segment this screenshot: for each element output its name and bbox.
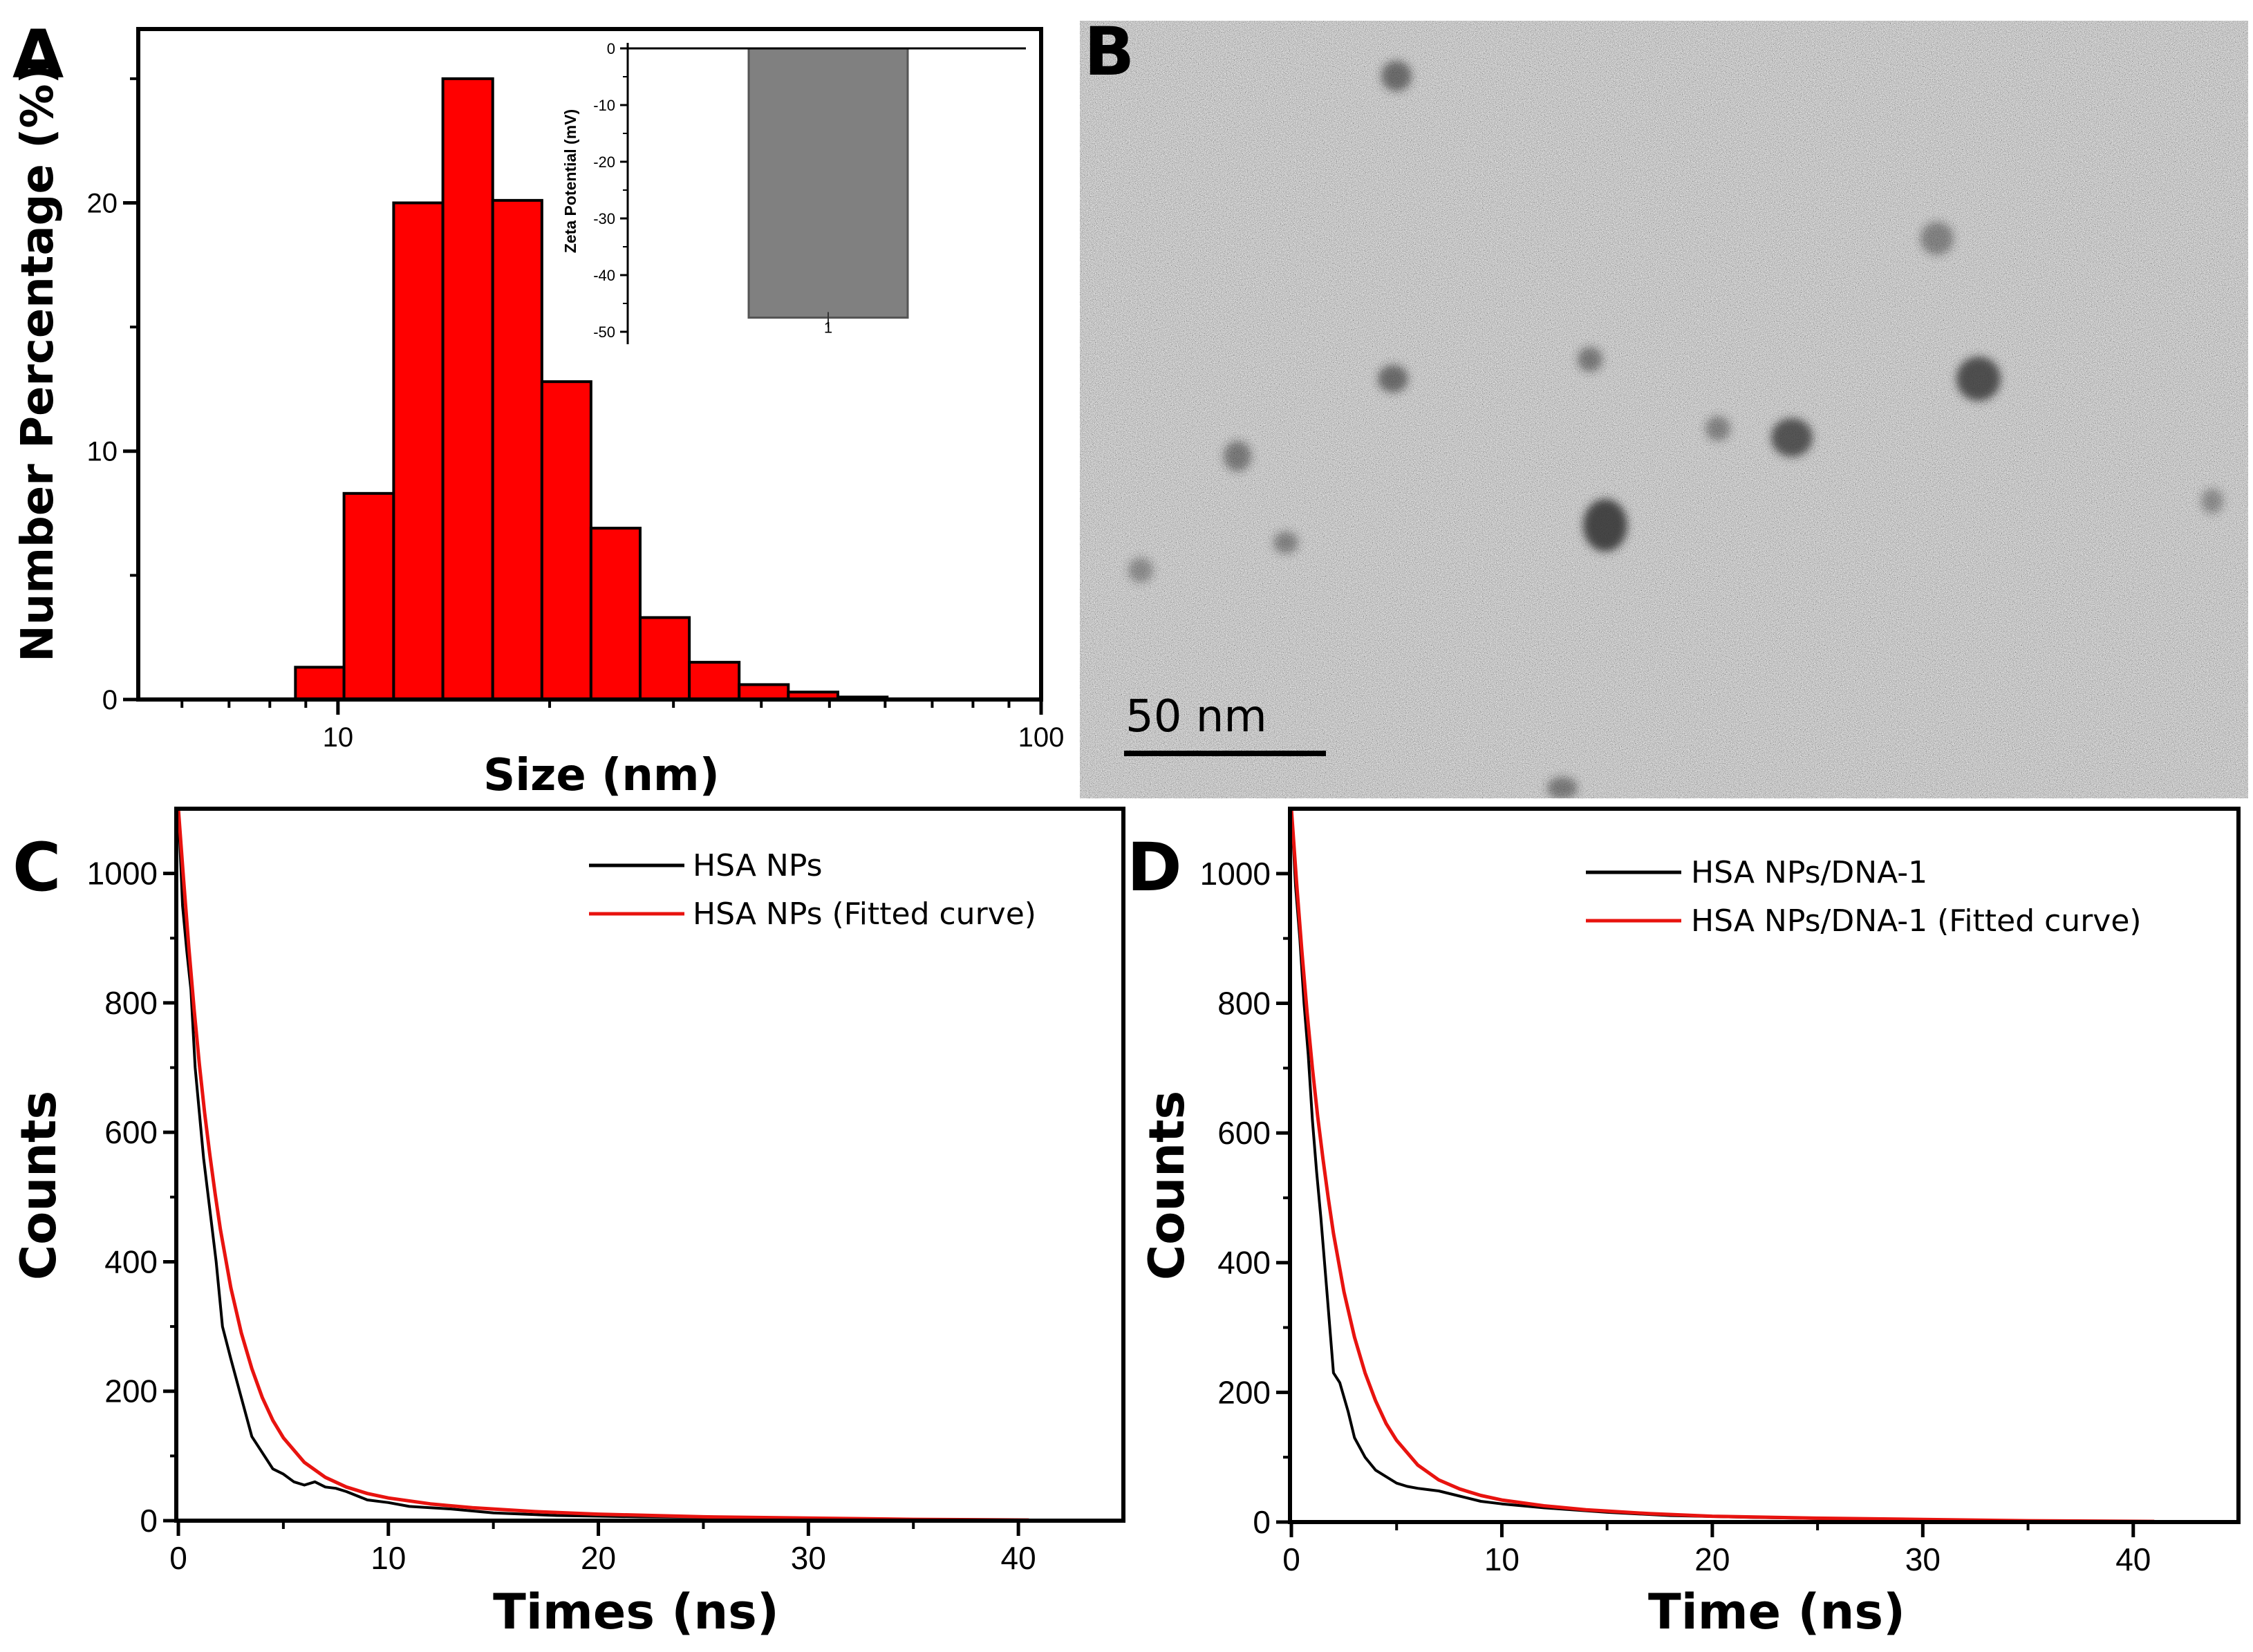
y-tick-label: 1000 — [1200, 856, 1271, 892]
scale-bar-label: 50 nm — [1125, 691, 1267, 742]
panel-c-y-axis-title: Counts — [10, 1091, 67, 1280]
panel-b-tem-image: 50 nm B — [1080, 13, 2248, 798]
y-tick-label: 400 — [1217, 1245, 1271, 1281]
zeta-potential-inset: 1 0 -10 -20 -30 -40 -50 Zeta Potential (mV) — [561, 40, 1026, 344]
nanoparticle — [1583, 499, 1627, 552]
zeta-potential-bar — [747, 47, 909, 319]
x-tick-label: 40 — [1001, 1540, 1036, 1576]
x-tick-label: 10 — [1484, 1541, 1520, 1577]
legend-label-raw: HSA NPs/DNA-1 — [1691, 855, 1927, 890]
y-tick-label: 20 — [87, 188, 118, 218]
inset-y-tick-label: -10 — [593, 97, 615, 114]
panel-b-letter: B — [1084, 13, 1134, 91]
panel-d-letter: D — [1127, 829, 1182, 906]
panel-c-letter: C — [12, 829, 61, 906]
nanoparticle — [1956, 357, 2001, 401]
nanoparticle — [1705, 416, 1730, 441]
nanoparticle — [1578, 347, 1602, 372]
y-tick-label: 600 — [1217, 1115, 1271, 1151]
panel-a-x-axis-title: Size (nm) — [483, 750, 720, 801]
panel-c-axes: 0 200 400 600 800 1000 0 10 20 30 40 — [87, 856, 1036, 1576]
inset-y-tick-label: -50 — [593, 323, 615, 341]
panel-d-y-axis-title: Counts — [1139, 1091, 1195, 1280]
legend-label-fit: HSA NPs/DNA-1 (Fitted curve) — [1691, 903, 2142, 939]
x-tick-label: 0 — [169, 1540, 187, 1576]
fitted-curve-line — [1289, 808, 2155, 1523]
inset-bars: 1 — [747, 47, 909, 337]
x-tick-label: 10 — [323, 722, 354, 753]
inset-y-tick-label: -30 — [593, 210, 615, 227]
inset-y-tick-label: -40 — [593, 267, 615, 284]
inset-y-tick-label: -20 — [593, 153, 615, 171]
nanoparticle — [1224, 441, 1251, 471]
y-tick-label: 1000 — [87, 856, 158, 892]
x-tick-label: 20 — [581, 1540, 616, 1576]
legend-label-raw: HSA NPs — [693, 848, 823, 883]
x-tick-label: 20 — [1694, 1541, 1730, 1577]
panel-a-y-axis-title: Number Percentage (%) — [12, 64, 64, 662]
y-tick-label: 0 — [140, 1503, 158, 1539]
panel-d-plot-frame — [1288, 807, 2241, 1524]
panel-c-legend: HSA NPs HSA NPs (Fitted curve) — [589, 848, 1036, 932]
panel-a-letter: A — [12, 16, 64, 93]
nanoparticle — [1920, 222, 1954, 255]
y-tick-label: 200 — [1217, 1374, 1271, 1410]
inset-axes: 0 -10 -20 -30 -40 -50 — [593, 40, 628, 341]
inset-category-label: 1 — [824, 319, 832, 337]
panel-c-series — [176, 808, 1029, 1522]
y-tick-label: 800 — [1217, 985, 1271, 1021]
histogram-bars — [294, 77, 889, 702]
x-tick-label: 30 — [791, 1540, 826, 1576]
panel-a-plot-frame — [136, 27, 1043, 702]
nanoparticle — [1381, 61, 1412, 91]
histogram-bar — [491, 198, 543, 701]
panel-d-series — [1289, 808, 2155, 1523]
inset-y-axis-title: Zeta Potential (mV) — [561, 109, 579, 253]
histogram-bar — [738, 683, 790, 702]
x-tick-label: 40 — [2115, 1541, 2151, 1577]
tem-background — [1080, 21, 2248, 798]
y-tick-label: 0 — [102, 685, 118, 715]
histogram-bar — [392, 201, 445, 701]
nanoparticle — [1771, 418, 1813, 457]
histogram-bar — [638, 616, 691, 702]
histogram-bar — [589, 527, 642, 701]
fitted-curve-line — [176, 808, 1029, 1522]
inset-y-tick-label: 0 — [607, 40, 615, 57]
panel-c-x-axis-title: Times (ns) — [493, 1584, 779, 1640]
panel-d-axes: 0 200 400 600 800 1000 0 10 20 30 40 — [1200, 856, 2151, 1577]
x-tick-label: 100 — [1018, 722, 1065, 753]
y-tick-label: 400 — [104, 1243, 158, 1279]
legend-label-fit: HSA NPs (Fitted curve) — [693, 897, 1036, 932]
panel-d-legend: HSA NPs/DNA-1 HSA NPs/DNA-1 (Fitted curv… — [1586, 855, 2142, 939]
panel-d-decay-curve: 0 200 400 600 800 1000 0 10 20 30 40 D Time (ns) C… — [1127, 807, 2241, 1640]
y-tick-label: 10 — [87, 437, 118, 467]
x-tick-label: 10 — [371, 1540, 406, 1576]
histogram-bar — [342, 491, 395, 701]
panel-a-axes: 0 10 20 10 100 — [87, 77, 1065, 753]
histogram-bar — [441, 77, 494, 701]
raw-decay-line — [177, 808, 1029, 1522]
nanoparticle — [1378, 365, 1408, 393]
nanoparticle — [1547, 777, 1578, 798]
tem-nanoparticles — [1128, 61, 2223, 798]
x-tick-label: 0 — [1282, 1541, 1300, 1577]
panel-c-plot-frame — [174, 807, 1125, 1523]
y-tick-label: 600 — [104, 1114, 158, 1150]
nanoparticle — [1128, 558, 1153, 583]
y-tick-label: 0 — [1253, 1504, 1271, 1540]
histogram-bar — [294, 666, 346, 702]
nanoparticle — [2201, 489, 2223, 514]
histogram-bar — [540, 380, 592, 701]
panel-d-x-axis-title: Time (ns) — [1648, 1584, 1905, 1640]
y-tick-label: 200 — [104, 1373, 158, 1409]
nanoparticle — [1273, 532, 1298, 554]
y-tick-label: 800 — [104, 985, 158, 1021]
histogram-bar — [688, 661, 741, 701]
x-tick-label: 30 — [1905, 1541, 1941, 1577]
